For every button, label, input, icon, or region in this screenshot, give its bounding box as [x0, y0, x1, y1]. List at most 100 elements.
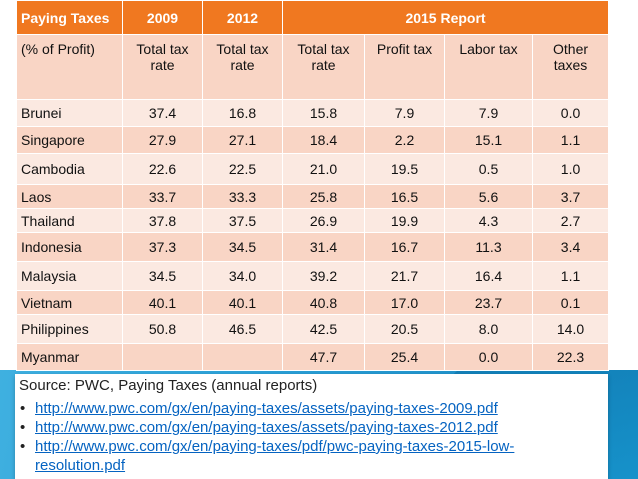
value-cell: 17.0 [364, 290, 445, 315]
country-cell: Laos [16, 184, 123, 209]
value-cell: 37.4 [122, 99, 203, 127]
value-cell: 7.9 [444, 99, 533, 127]
bullet-icon: • [20, 438, 26, 455]
country-cell: Myanmar [16, 343, 123, 371]
table-subheader-row: (% of Profit) Total tax rate Total tax rat… [16, 34, 610, 100]
value-cell: 18.4 [282, 126, 365, 154]
subheader-cell: Total tax rate [202, 34, 283, 100]
value-cell: 40.1 [122, 290, 203, 315]
value-cell: 2.7 [531, 208, 610, 233]
country-cell: Indonesia [16, 232, 123, 262]
source-box: Source: PWC, Paying Taxes (annual report… [15, 374, 608, 479]
table-row: Brunei 37.4 16.8 15.8 7.9 7.9 0.0 [16, 99, 610, 127]
country-cell: Vietnam [16, 290, 123, 315]
value-cell: 14.0 [531, 314, 610, 344]
value-cell: 22.3 [531, 343, 610, 371]
value-cell [122, 343, 203, 371]
value-cell: 16.5 [364, 184, 445, 209]
value-cell: 8.0 [444, 314, 533, 344]
country-cell: Singapore [16, 126, 123, 154]
subheader-cell: Other taxes [531, 34, 610, 100]
value-cell: 2.2 [364, 126, 445, 154]
value-cell: 7.9 [364, 99, 445, 127]
country-cell: Malaysia [16, 261, 123, 291]
value-cell: 26.9 [282, 208, 365, 233]
table-header-row: Paying Taxes 2009 2012 2015 Report [16, 0, 610, 35]
tax-table: Paying Taxes 2009 2012 2015 Report (% of… [16, 0, 610, 371]
value-cell: 34.5 [202, 232, 283, 262]
value-cell: 25.8 [282, 184, 365, 209]
value-cell: 3.7 [531, 184, 610, 209]
table-row: Thailand 37.8 37.5 26.9 19.9 4.3 2.7 [16, 208, 610, 233]
value-cell: 0.0 [444, 343, 533, 371]
value-cell: 21.7 [364, 261, 445, 291]
list-item: • http://www.pwc.com/gx/en/paying-taxes/… [15, 399, 595, 418]
value-cell: 16.4 [444, 261, 533, 291]
country-cell: Philippines [16, 314, 123, 344]
subheader-cell: Total tax rate [122, 34, 203, 100]
header-paying-taxes: Paying Taxes [16, 0, 123, 35]
table-row: Singapore 27.9 27.1 18.4 2.2 15.1 1.1 [16, 126, 610, 154]
source-link-2012[interactable]: http://www.pwc.com/gx/en/paying-taxes/as… [35, 419, 498, 436]
value-cell: 46.5 [202, 314, 283, 344]
list-item: • http://www.pwc.com/gx/en/paying-taxes/… [15, 437, 595, 475]
value-cell: 47.7 [282, 343, 365, 371]
source-link-2009[interactable]: http://www.pwc.com/gx/en/paying-taxes/as… [35, 400, 498, 417]
value-cell: 0.0 [531, 99, 610, 127]
table-row: Laos 33.7 33.3 25.8 16.5 5.6 3.7 [16, 184, 610, 209]
value-cell: 3.4 [531, 232, 610, 262]
value-cell [202, 343, 283, 371]
value-cell: 50.8 [122, 314, 203, 344]
table-row: Indonesia 37.3 34.5 31.4 16.7 11.3 3.4 [16, 232, 610, 262]
value-cell: 1.0 [531, 153, 610, 185]
value-cell: 23.7 [444, 290, 533, 315]
country-cell: Thailand [16, 208, 123, 233]
country-cell: Brunei [16, 99, 123, 127]
value-cell: 27.1 [202, 126, 283, 154]
value-cell: 22.5 [202, 153, 283, 185]
value-cell: 1.1 [531, 126, 610, 154]
value-cell: 40.1 [202, 290, 283, 315]
header-2009: 2009 [122, 0, 203, 35]
table-row: Cambodia 22.6 22.5 21.0 19.5 0.5 1.0 [16, 153, 610, 185]
value-cell: 11.3 [444, 232, 533, 262]
value-cell: 19.9 [364, 208, 445, 233]
value-cell: 39.2 [282, 261, 365, 291]
subheader-cell: (% of Profit) [16, 34, 123, 100]
table-row: Vietnam 40.1 40.1 40.8 17.0 23.7 0.1 [16, 290, 610, 315]
value-cell: 37.8 [122, 208, 203, 233]
value-cell: 27.9 [122, 126, 203, 154]
value-cell: 1.1 [531, 261, 610, 291]
value-cell: 40.8 [282, 290, 365, 315]
bullet-icon: • [20, 419, 26, 436]
source-link-2015[interactable]: http://www.pwc.com/gx/en/paying-taxes/pd… [35, 438, 515, 474]
value-cell: 4.3 [444, 208, 533, 233]
country-cell: Cambodia [16, 153, 123, 185]
value-cell: 25.4 [364, 343, 445, 371]
value-cell: 16.7 [364, 232, 445, 262]
value-cell: 34.5 [122, 261, 203, 291]
list-item: • http://www.pwc.com/gx/en/paying-taxes/… [15, 418, 595, 437]
value-cell: 37.3 [122, 232, 203, 262]
value-cell: 33.7 [122, 184, 203, 209]
source-title: Source: PWC, Paying Taxes (annual report… [19, 377, 318, 394]
subheader-cell: Total tax rate [282, 34, 365, 100]
value-cell: 37.5 [202, 208, 283, 233]
value-cell: 15.8 [282, 99, 365, 127]
table-row: Myanmar 47.7 25.4 0.0 22.3 [16, 343, 610, 371]
value-cell: 31.4 [282, 232, 365, 262]
value-cell: 0.5 [444, 153, 533, 185]
value-cell: 34.0 [202, 261, 283, 291]
header-2015-report: 2015 Report [281, 0, 610, 35]
value-cell: 16.8 [202, 99, 283, 127]
value-cell: 0.1 [531, 290, 610, 315]
value-cell: 5.6 [444, 184, 533, 209]
value-cell: 22.6 [122, 153, 203, 185]
value-cell: 20.5 [364, 314, 445, 344]
table-row: Philippines 50.8 46.5 42.5 20.5 8.0 14.0 [16, 314, 610, 344]
bullet-icon: • [20, 400, 26, 417]
value-cell: 42.5 [282, 314, 365, 344]
subheader-cell: Profit tax [364, 34, 445, 100]
subheader-cell: Labor tax [444, 34, 533, 100]
header-2012: 2012 [202, 0, 283, 35]
